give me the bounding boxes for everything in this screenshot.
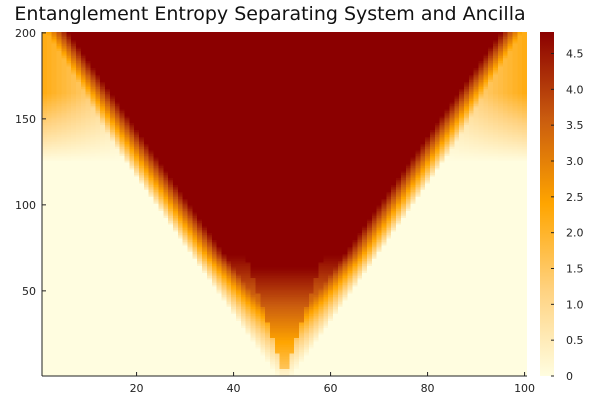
x-tick-label: 20 bbox=[130, 382, 144, 395]
x-tick-label: 60 bbox=[324, 382, 338, 395]
colorbar-tick-label: 1.5 bbox=[566, 263, 584, 276]
colorbar-tick-label: 4.5 bbox=[566, 48, 584, 61]
colorbar-tick-label: 2.0 bbox=[566, 227, 584, 240]
plot-area bbox=[42, 32, 527, 376]
colorbar-gradient bbox=[540, 32, 554, 376]
colorbar-tick-label: 4.0 bbox=[566, 83, 584, 96]
colorbar: 0 0.5 1.0 1.5 2.0 2.5 3.0 3.5 4.0 4.5 bbox=[540, 32, 584, 383]
x-tick-label: 80 bbox=[421, 382, 435, 395]
x-tick-label: 100 bbox=[514, 382, 535, 395]
x-tick-label: 40 bbox=[227, 382, 241, 395]
colorbar-tick-label: 3.5 bbox=[566, 119, 584, 132]
colorbar-tick-label: 1.0 bbox=[566, 298, 584, 311]
colorbar-tick-label: 3.0 bbox=[566, 155, 584, 168]
y-tick-label: 50 bbox=[22, 285, 36, 298]
heatmap-cells bbox=[42, 32, 527, 376]
chart-title: Entanglement Entropy Separating System a… bbox=[14, 3, 525, 25]
axes: 20 40 60 80 100 50 100 150 200 bbox=[15, 27, 535, 395]
y-tick-label: 100 bbox=[15, 199, 36, 212]
colorbar-tick-label: 2.5 bbox=[566, 191, 584, 204]
colorbar-tick-label: 0 bbox=[566, 370, 573, 383]
y-tick-label: 150 bbox=[15, 113, 36, 126]
colorbar-tick-label: 0.5 bbox=[566, 334, 584, 347]
y-tick-label: 200 bbox=[15, 27, 36, 40]
